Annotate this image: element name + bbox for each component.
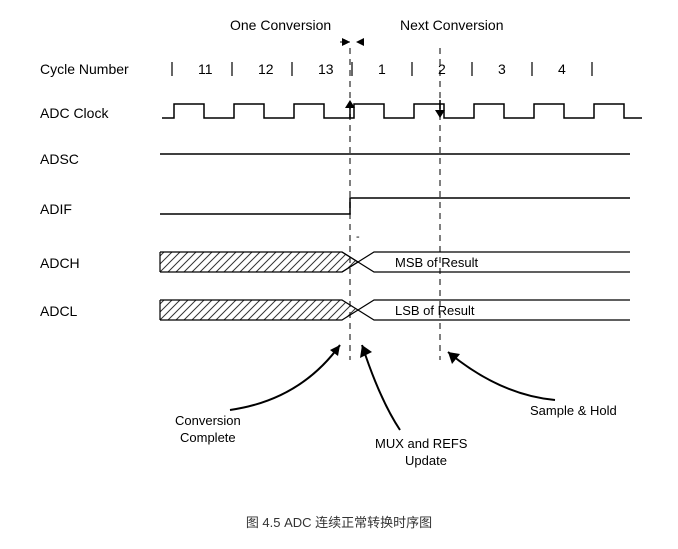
annot-conv-complete-1: Conversion xyxy=(175,413,241,428)
minus-mark: - xyxy=(356,231,360,243)
annot-conv-complete-2: Complete xyxy=(180,430,236,445)
cycle-number: 13 xyxy=(318,61,334,77)
arrowhead-left xyxy=(356,38,364,46)
cycle-number: 2 xyxy=(438,61,446,77)
label-adif: ADIF xyxy=(40,201,72,217)
arrow-mux-refs xyxy=(362,345,400,430)
clock-waveform xyxy=(162,104,642,118)
cycle-number: 12 xyxy=(258,61,274,77)
cycle-number: 3 xyxy=(498,61,506,77)
arrow-sample-hold xyxy=(448,352,555,400)
annot-mux-2: Update xyxy=(405,453,447,468)
arrowhead-right xyxy=(342,38,350,46)
label-adsc: ADSC xyxy=(40,151,79,167)
cycle-row: 1112131234 xyxy=(172,61,592,77)
title-left: One Conversion xyxy=(230,17,331,33)
adch-text: MSB of Result xyxy=(395,255,478,270)
label-adch: ADCH xyxy=(40,255,80,271)
label-adcl: ADCL xyxy=(40,303,78,319)
cycle-number: 4 xyxy=(558,61,566,77)
adif-line xyxy=(160,198,630,214)
diagram-svg: One Conversion Next Conversion Cycle Num… xyxy=(0,0,678,510)
label-clock: ADC Clock xyxy=(40,105,109,121)
arrowhead-sample-hold xyxy=(448,352,460,364)
arrow-conv-complete xyxy=(230,345,340,410)
timing-diagram: One Conversion Next Conversion Cycle Num… xyxy=(0,0,678,549)
title-right: Next Conversion xyxy=(400,17,504,33)
adcl-text: LSB of Result xyxy=(395,303,475,318)
cycle-number: 11 xyxy=(198,61,213,77)
figure-caption: 图 4.5 ADC 连续正常转换时序图 xyxy=(0,512,678,531)
cycle-number: 1 xyxy=(378,61,386,77)
annot-sample-hold: Sample & Hold xyxy=(530,403,617,418)
label-cycle: Cycle Number xyxy=(40,61,129,77)
annot-mux-1: MUX and REFS xyxy=(375,436,468,451)
